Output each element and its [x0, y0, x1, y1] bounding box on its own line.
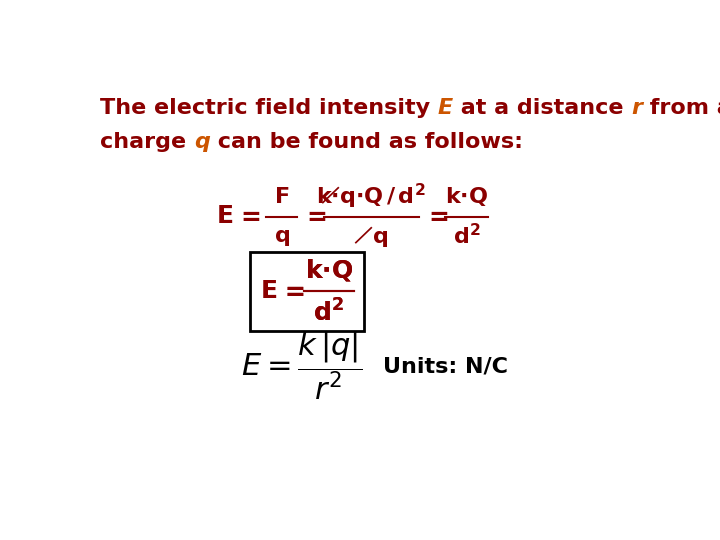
Text: $\mathbf{F}$: $\mathbf{F}$ — [274, 186, 289, 207]
Text: $\mathbf{k{\cdot}\not{q}{\cdot}Q\,/\,d^2}$: $\mathbf{k{\cdot}\not{q}{\cdot}Q\,/\,d^2… — [316, 182, 426, 211]
Text: $\mathbf{=}$: $\mathbf{=}$ — [235, 205, 261, 228]
Text: Units: N/C: Units: N/C — [383, 356, 508, 376]
Text: from a single: from a single — [642, 98, 720, 118]
Text: r: r — [631, 98, 642, 118]
Text: The electric field intensity: The electric field intensity — [100, 98, 438, 118]
Text: $\mathbf{\not{q}}$: $\mathbf{\not{q}}$ — [354, 224, 388, 249]
Text: E: E — [438, 98, 453, 118]
Text: $\mathbf{=}$: $\mathbf{=}$ — [302, 205, 328, 228]
Text: $\mathbf{d^2}$: $\mathbf{d^2}$ — [453, 224, 480, 249]
Text: $\mathbf{k{\cdot}Q}$: $\mathbf{k{\cdot}Q}$ — [305, 257, 353, 283]
Text: $\mathbf{E}$: $\mathbf{E}$ — [260, 280, 277, 303]
Text: $\mathbf{k{\cdot}Q}$: $\mathbf{k{\cdot}Q}$ — [305, 257, 353, 283]
Text: $E = \dfrac{k\,|q|}{r^2}$: $E = \dfrac{k\,|q|}{r^2}$ — [241, 330, 363, 402]
Text: $\mathbf{=}$: $\mathbf{=}$ — [280, 280, 305, 303]
Text: q: q — [194, 132, 210, 152]
Text: $\mathbf{k{\cdot}Q}$: $\mathbf{k{\cdot}Q}$ — [445, 185, 488, 208]
Text: $\mathbf{d^2}$: $\mathbf{d^2}$ — [313, 300, 344, 327]
Text: charge: charge — [100, 132, 194, 152]
Text: $\mathbf{=}$: $\mathbf{=}$ — [280, 280, 305, 303]
Text: $\mathbf{d^2}$: $\mathbf{d^2}$ — [313, 300, 344, 327]
Text: $\mathbf{E}$: $\mathbf{E}$ — [260, 280, 277, 303]
Text: $\mathbf{=}$: $\mathbf{=}$ — [424, 205, 449, 228]
Text: at a distance: at a distance — [453, 98, 631, 118]
Text: can be found as follows:: can be found as follows: — [210, 132, 523, 152]
Text: $\mathbf{E}$: $\mathbf{E}$ — [215, 205, 233, 228]
Bar — [250, 252, 364, 331]
Text: $\mathbf{q}$: $\mathbf{q}$ — [274, 226, 290, 247]
